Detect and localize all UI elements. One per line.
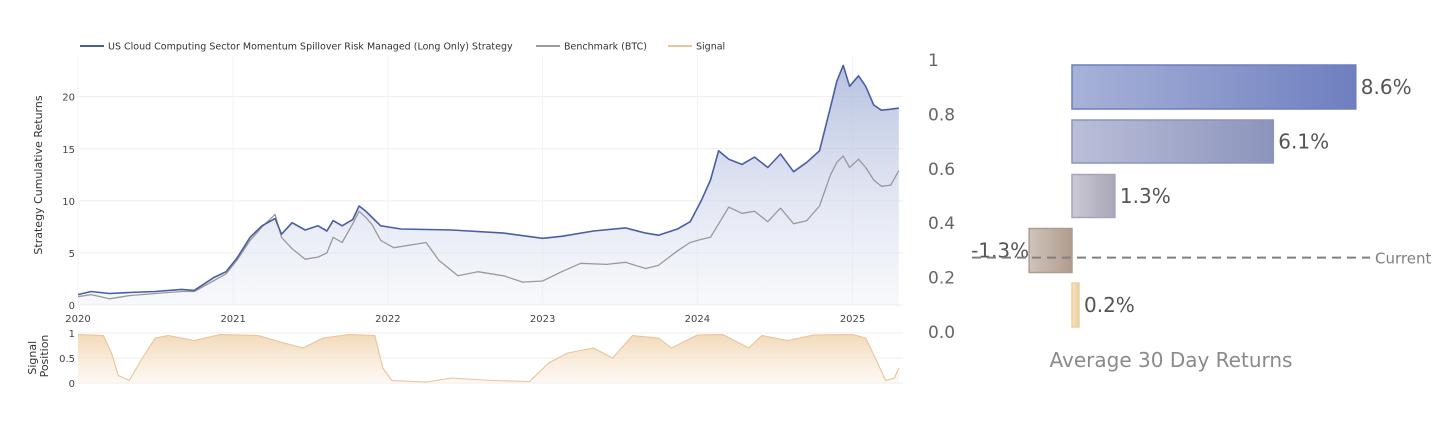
main-x-tick: 2024 bbox=[685, 314, 710, 325]
signal-area bbox=[78, 334, 899, 383]
bar-chart-title: Average 30 Day Returns bbox=[1050, 348, 1293, 372]
bar-value-label: -1.3% bbox=[971, 239, 1029, 263]
right-y-tick: 0.4 bbox=[928, 214, 955, 234]
bar bbox=[1071, 119, 1275, 164]
signal-y-tick: 0.5 bbox=[59, 354, 75, 365]
signal-position-chart: 00.51 Signal Position bbox=[26, 329, 903, 390]
signal-y-axis-label: Signal Position bbox=[26, 335, 51, 378]
main-x-tick: 2021 bbox=[220, 314, 245, 325]
main-y-tick-labels: 0 5 10 15 20 bbox=[62, 93, 75, 312]
main-y-axis-label: Strategy Cumulative Returns bbox=[32, 95, 45, 254]
current-label: Current bbox=[1375, 250, 1431, 268]
signal-y-tick: 0 bbox=[69, 379, 75, 390]
right-y-tick: 0.2 bbox=[928, 269, 955, 289]
legend: US Cloud Computing Sector Momentum Spill… bbox=[80, 42, 725, 53]
main-y-tick: 0 bbox=[69, 301, 75, 312]
main-x-tick-labels: 2020 2021 2022 2023 2024 2025 bbox=[65, 314, 865, 325]
legend-entry: US Cloud Computing Sector Momentum Spill… bbox=[108, 42, 513, 53]
strategy-area bbox=[78, 65, 899, 306]
signal-y-tick-labels: 00.51 bbox=[59, 329, 75, 390]
main-x-tick: 2020 bbox=[65, 314, 90, 325]
right-y-tick: 0.8 bbox=[928, 105, 955, 125]
bar-value-label: 8.6% bbox=[1361, 75, 1412, 99]
legend-entry: Signal bbox=[696, 42, 725, 53]
right-y-tick-labels: 0.0 0.2 0.4 0.6 0.8 1 bbox=[928, 51, 955, 343]
bar bbox=[1071, 64, 1357, 110]
bar bbox=[1071, 282, 1080, 328]
main-y-tick: 10 bbox=[62, 197, 75, 208]
right-y-tick: 0.0 bbox=[928, 323, 955, 343]
legend-entry: Benchmark (BTC) bbox=[564, 42, 647, 53]
right-y-tick: 0.6 bbox=[928, 160, 955, 180]
bar-value-label: 0.2% bbox=[1084, 293, 1135, 317]
bars bbox=[1028, 64, 1357, 328]
main-x-tick: 2023 bbox=[530, 314, 555, 325]
main-x-tick: 2025 bbox=[840, 314, 865, 325]
benchmark-series-line bbox=[77, 155, 900, 300]
signal-y-tick: 1 bbox=[69, 329, 75, 340]
main-y-tick: 5 bbox=[69, 249, 75, 260]
bar-value-label: 6.1% bbox=[1278, 130, 1329, 154]
main-y-tick: 20 bbox=[62, 93, 75, 104]
signal-series-line bbox=[77, 333, 900, 383]
main-x-tick: 2022 bbox=[375, 314, 400, 325]
average-returns-chart: 0.0 0.2 0.4 0.6 0.8 1 8.6% 6.1% 1.3% -1.3% 0.2% C… bbox=[928, 51, 1431, 372]
bar bbox=[1071, 173, 1116, 219]
bar bbox=[1028, 227, 1073, 274]
main-y-tick: 15 bbox=[62, 145, 75, 156]
cumulative-returns-chart: US Cloud Computing Sector Momentum Spill… bbox=[32, 42, 903, 325]
right-y-tick: 1 bbox=[928, 51, 939, 71]
bar-value-labels: 8.6% 6.1% 1.3% -1.3% 0.2% bbox=[971, 75, 1412, 317]
strategy-series-line bbox=[77, 64, 899, 296]
bar-value-label: 1.3% bbox=[1120, 184, 1171, 208]
